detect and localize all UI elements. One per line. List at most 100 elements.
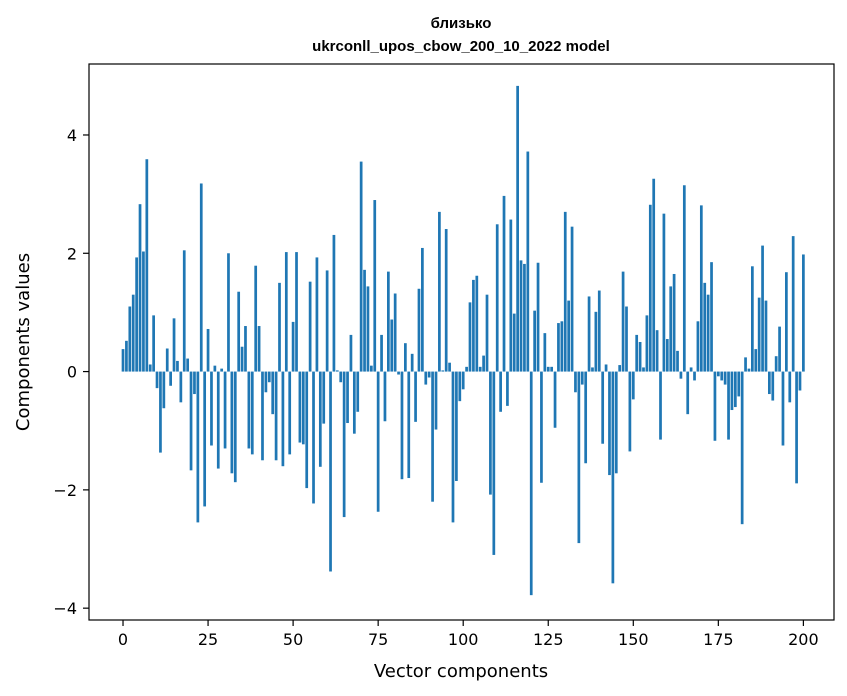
bar-182 [740,371,744,525]
bar-190 [768,371,771,395]
bar-113 [506,371,509,406]
bar-96 [448,362,451,372]
x-axis-ticks: 0 25 50 75 100 125 150 175 200 [118,620,819,649]
bar-37 [247,371,251,449]
bar-106 [482,355,485,372]
bar-144 [611,371,615,584]
bar-167 [689,367,693,372]
bar-173 [710,262,713,372]
bar-179 [730,371,734,411]
bar-149 [628,371,632,452]
bar-101 [465,366,468,372]
bar-83 [404,343,407,372]
bar-2 [128,306,132,372]
bar-150 [631,371,635,400]
bar-141 [601,371,605,444]
bar-185 [751,266,754,372]
bar-138 [591,367,594,372]
bar-154 [645,315,649,372]
bar-112 [502,195,506,372]
bar-171 [703,282,707,372]
bar-123 [540,371,543,483]
bar-31 [227,253,230,372]
bar-68 [352,371,356,434]
bar-140 [597,290,601,372]
bar-65 [342,371,346,518]
bar-29 [220,368,224,372]
bar-118 [523,263,526,372]
bar-58 [318,371,322,467]
bar-76 [380,334,383,372]
bar-89 [424,371,428,385]
bar-97 [451,371,455,523]
bar-27 [213,365,217,372]
bar-120 [529,371,533,596]
bar-162 [672,273,676,372]
bar-33 [233,371,237,483]
bar-28 [216,371,220,469]
bar-183 [744,357,747,372]
bar-81 [397,371,400,375]
bar-1 [125,340,128,372]
bar-198 [795,371,798,484]
bar-189 [764,300,768,372]
bar-132 [570,226,574,372]
bar-45 [274,371,278,461]
bar-195 [785,272,788,372]
bar-161 [669,286,673,372]
bar-26 [210,371,213,446]
bar-105 [478,366,482,372]
bar-35 [240,346,244,372]
bar-104 [475,275,479,372]
bar-30 [223,371,227,449]
bar-60 [325,270,329,372]
bar-103 [472,279,475,372]
bar-109 [492,371,496,555]
bar-87 [417,288,421,372]
bar-122 [536,262,540,372]
bar-180 [733,371,737,408]
bar-11 [159,371,162,453]
bar-133 [574,371,577,393]
bar-147 [621,271,625,372]
bar-19 [186,358,190,372]
bar-34 [237,291,241,372]
bar-125 [546,366,550,372]
bar-135 [580,371,584,385]
bar-153 [642,367,645,372]
bar-137 [587,296,591,372]
bar-98 [455,371,458,481]
bar-145 [614,371,618,474]
x-tick-label: 25 [198,630,218,649]
bar-51 [295,252,298,372]
bar-172 [706,294,710,372]
bar-174 [713,371,717,441]
bar-166 [686,371,690,415]
plot-frame [88,63,835,621]
bar-64 [339,371,343,383]
bar-194 [781,371,785,446]
bar-3 [131,294,135,372]
bar-99 [458,371,462,402]
bar-5 [138,204,142,372]
bar-6 [142,251,145,372]
bar-49 [288,371,292,455]
bar-79 [390,319,394,372]
bar-84 [407,371,411,479]
bar-13 [165,348,169,372]
bar-15 [172,318,176,372]
x-tick-label: 200 [788,630,819,649]
bar-16 [176,360,179,372]
bar-181 [737,371,741,397]
y-tick-label: −4 [53,599,77,618]
bar-48 [284,252,288,372]
bar-59 [322,371,326,424]
bar-17 [179,371,183,403]
bar-77 [383,371,387,422]
bar-156 [652,178,656,372]
bar-44 [271,371,275,415]
bar-163 [676,350,679,372]
bar-56 [312,371,315,504]
x-tick-label: 0 [118,630,128,649]
bar-9 [152,315,155,372]
